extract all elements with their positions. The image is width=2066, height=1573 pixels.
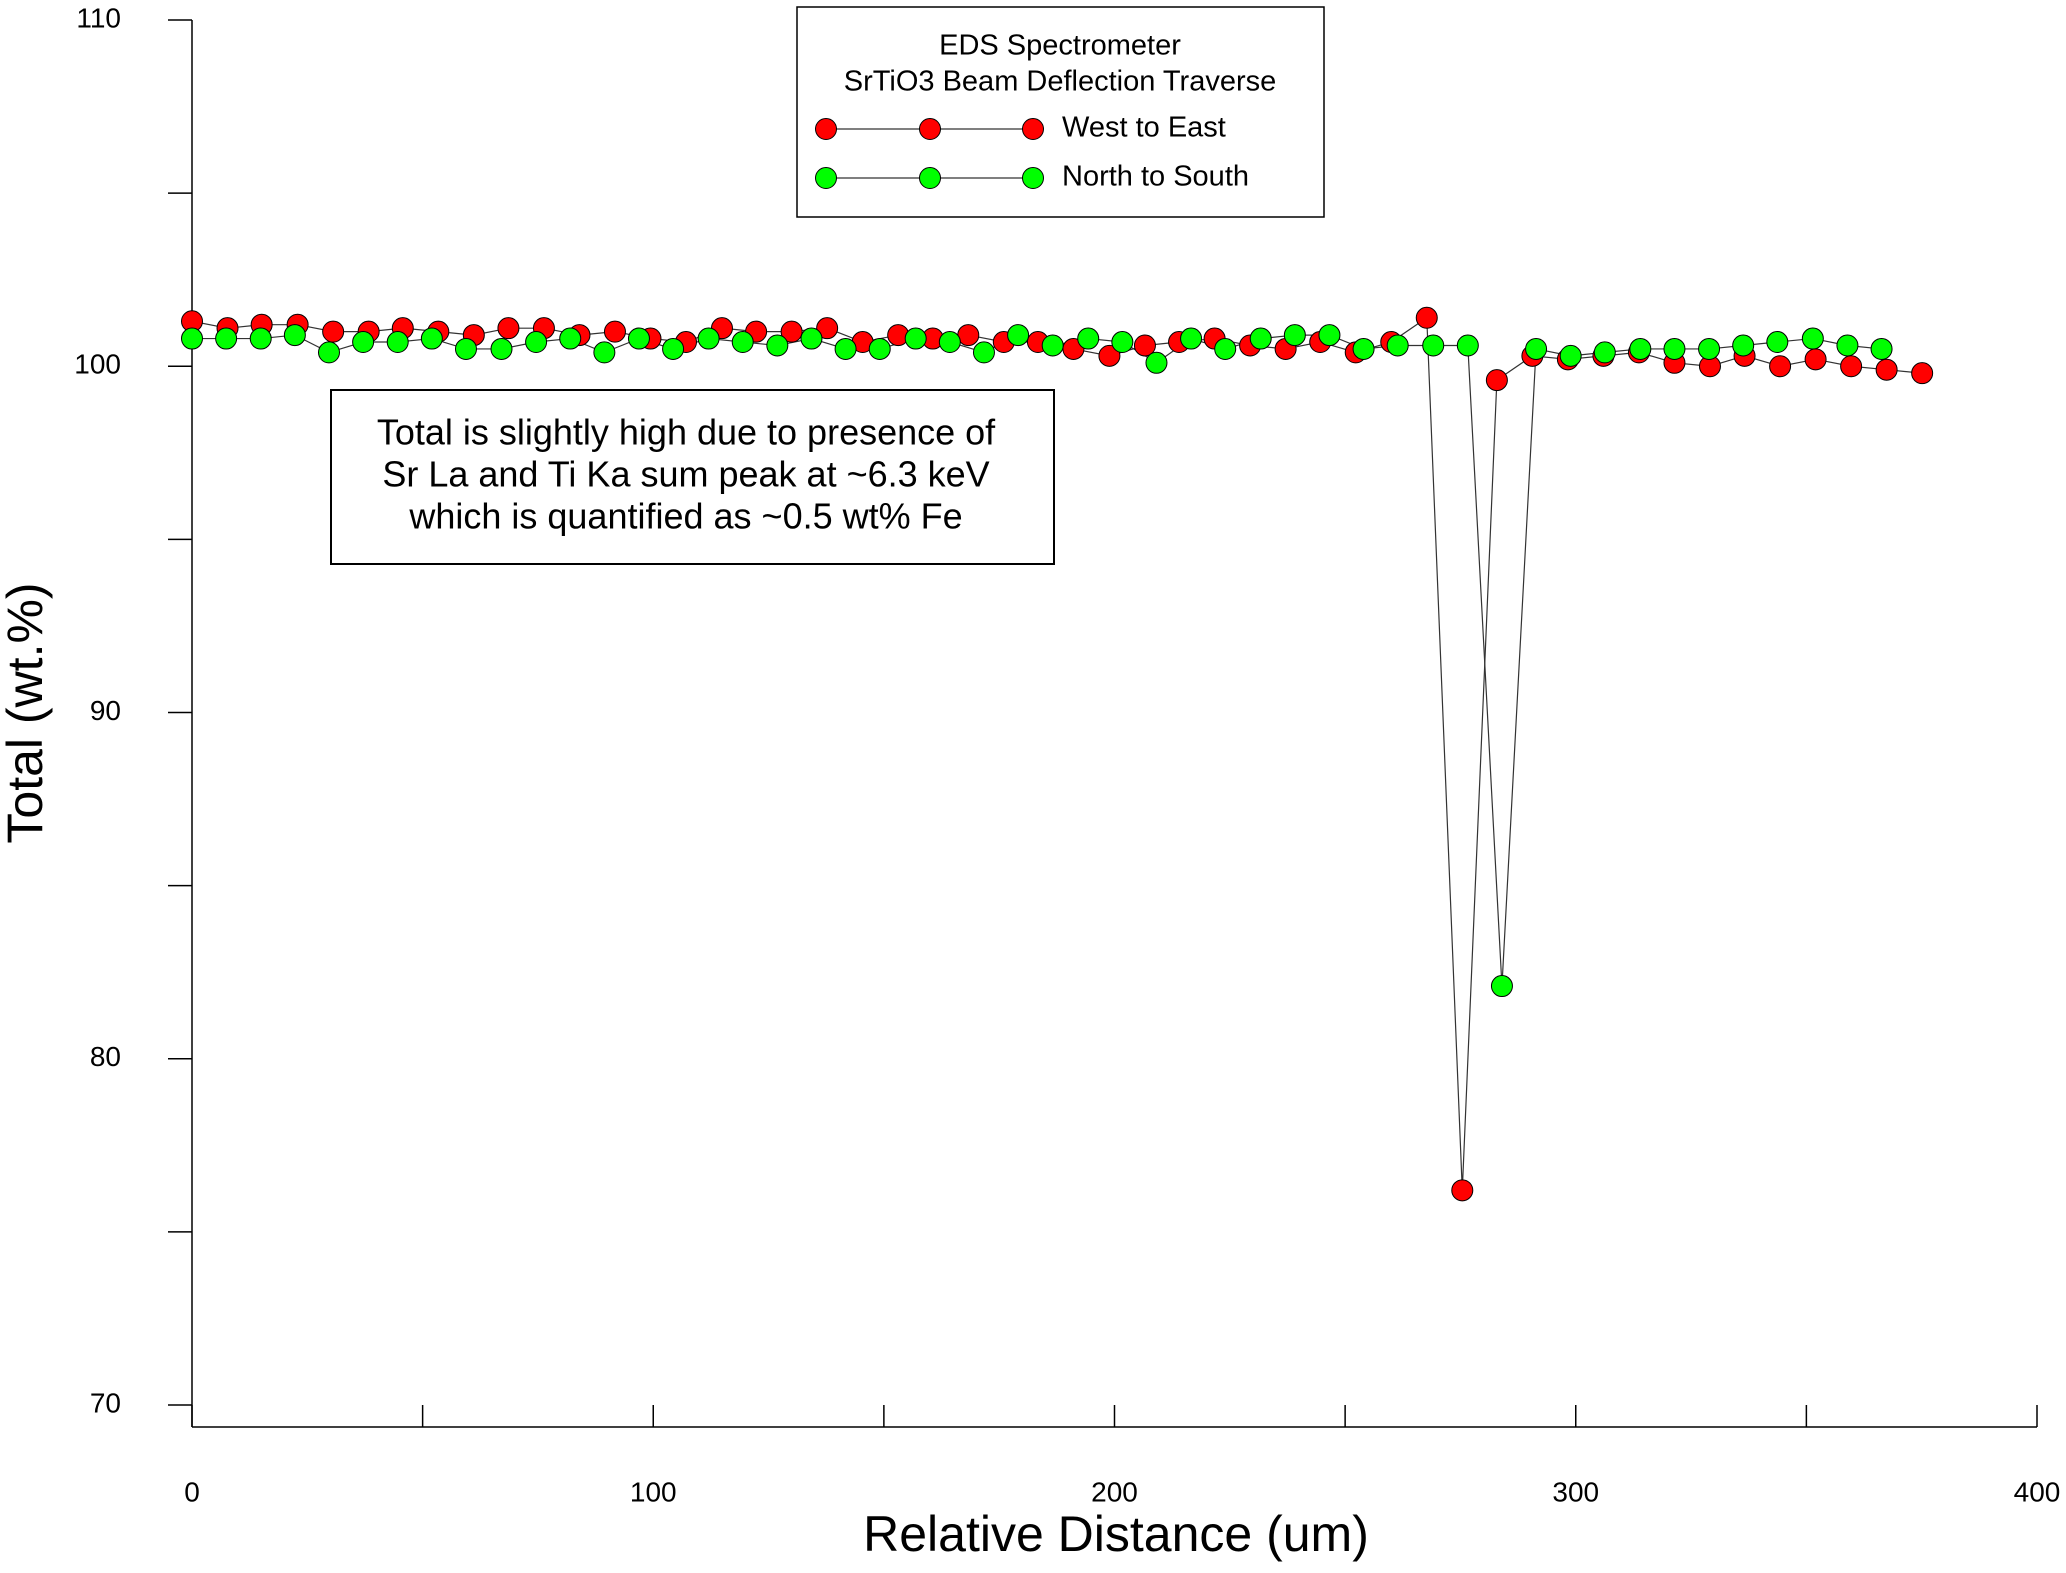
legend-label: West to East [1062,112,1226,144]
data-point [1451,1179,1474,1202]
data-point [1249,327,1272,350]
x-tick-label: 100 [630,1476,677,1507]
data-point [525,331,548,354]
data-point [1386,334,1409,357]
data-point [1456,334,1479,357]
data-point [1766,331,1789,354]
data-point [1663,337,1686,360]
y-tick-label: 110 [76,2,121,33]
data-point [497,317,520,340]
data-point [1007,324,1030,347]
data-point [1111,331,1134,354]
data-point [1870,337,1893,360]
x-tick-label: 400 [2014,1476,2061,1507]
data-point [1525,337,1548,360]
data-point [1318,324,1341,347]
legend-marker [815,118,837,140]
y-tick-label: 100 [74,349,121,380]
data-point [780,320,803,343]
data-point [662,337,685,360]
data-point [283,324,306,347]
y-tick-label: 90 [90,695,121,726]
data-point [1836,334,1859,357]
x-tick-label: 0 [184,1476,200,1507]
data-point [1801,327,1824,350]
data-point [352,331,375,354]
data-point [1133,334,1156,357]
data-point [249,327,272,350]
annotation: Total is slightly high due to presence o… [377,412,996,453]
x-tick-label: 200 [1091,1476,1138,1507]
data-point [317,341,340,364]
y-tick-label: 80 [90,1041,121,1072]
data-point [1041,334,1064,357]
data-point [904,327,927,350]
data-point [1629,337,1652,360]
data-point [215,327,238,350]
legend-title: EDS Spectrometer [939,30,1181,62]
data-point [559,327,582,350]
data-point [490,337,513,360]
data-point [627,327,650,350]
data-point [1769,355,1792,378]
x-axis-label: Relative Distance (um) [863,1506,1369,1562]
data-point [1804,348,1827,371]
data-point [1485,369,1508,392]
data-point [816,317,839,340]
annotation: which is quantified as ~0.5 wt% Fe [408,496,962,537]
legend-label: North to South [1062,161,1249,193]
legend-marker [815,167,837,189]
data-point [972,341,995,364]
data-point [1490,975,1513,998]
data-point [1214,337,1237,360]
data-point [1559,344,1582,367]
data-point [1352,337,1375,360]
data-point [1593,341,1616,364]
legend-marker [919,167,941,189]
data-point [1422,334,1445,357]
data-point [322,320,345,343]
annotation-box [330,389,1055,565]
data-point [834,337,857,360]
data-point [1180,327,1203,350]
legend-marker [919,118,941,140]
data-point [1840,355,1863,378]
data-point [1077,327,1100,350]
data-point [800,327,823,350]
data-point [1911,362,1934,385]
data-point [593,341,616,364]
data-point [868,337,891,360]
data-point [603,320,626,343]
data-point [1875,358,1898,381]
data-point [181,327,203,350]
legend-marker [1022,118,1044,140]
y-axis-label: Total (wt.%) [0,582,53,843]
data-point [938,331,961,354]
data-point [1283,324,1306,347]
x-tick-label: 300 [1552,1476,1599,1507]
data-point [766,334,789,357]
data-point [420,327,443,350]
data-point [386,331,409,354]
data-point [1415,306,1438,329]
data-point [1145,351,1168,374]
annotation: Sr La and Ti Ka sum peak at ~6.3 keV [382,454,989,495]
data-point [1698,337,1721,360]
data-point [1098,344,1121,367]
data-point [697,327,720,350]
data-point [454,337,477,360]
legend-marker [1022,167,1044,189]
legend-title: SrTiO3 Beam Deflection Traverse [844,66,1276,98]
data-point [731,331,754,354]
y-tick-label: 70 [90,1387,121,1418]
data-point [1732,334,1755,357]
legend-box [796,6,1325,218]
data-point [957,324,980,347]
